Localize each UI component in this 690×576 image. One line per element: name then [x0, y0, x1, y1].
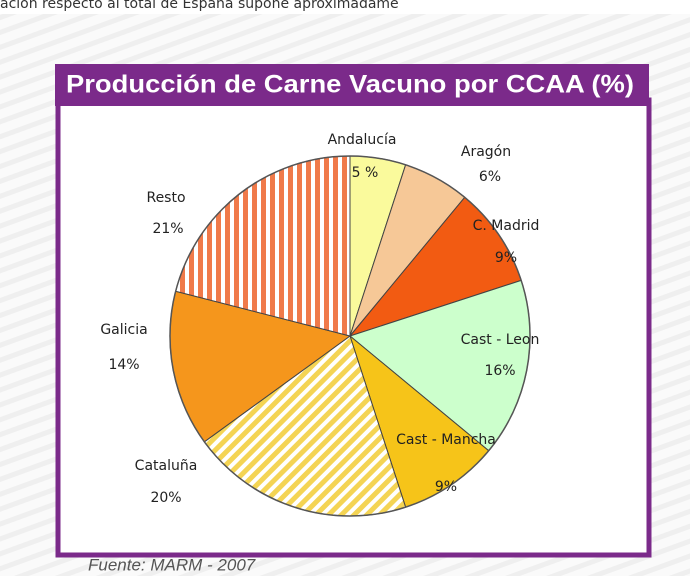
value-label: 20% [150, 490, 181, 506]
category-label: Galicia [100, 322, 147, 338]
title-bar [55, 64, 649, 106]
category-label: Cast - Leon [461, 332, 540, 348]
value-label: 14% [108, 357, 139, 373]
category-label: Cast - Mancha [396, 432, 496, 448]
value-label: 9% [435, 479, 457, 495]
source: Fuente: MARM - 2007 [88, 555, 256, 574]
value-label: 6% [479, 169, 501, 185]
value-label: 5 % [352, 165, 379, 181]
category-label: Resto [146, 190, 185, 206]
value-label: 9% [495, 250, 517, 266]
value-label: 16% [484, 363, 515, 379]
value-label: 21% [152, 221, 183, 237]
category-label: Aragón [461, 144, 511, 160]
category-label: Andalucía [328, 132, 397, 148]
top-strip [0, 0, 690, 14]
chart-title: Producción de Carne Vacuno por CCAA (%) [66, 71, 634, 99]
category-label: C. Madrid [473, 218, 540, 234]
page-text: ación respecto al total de España supone… [0, 0, 399, 12]
category-label: Cataluña [135, 458, 198, 474]
pie [169, 155, 531, 517]
pie-outline [169, 155, 531, 517]
